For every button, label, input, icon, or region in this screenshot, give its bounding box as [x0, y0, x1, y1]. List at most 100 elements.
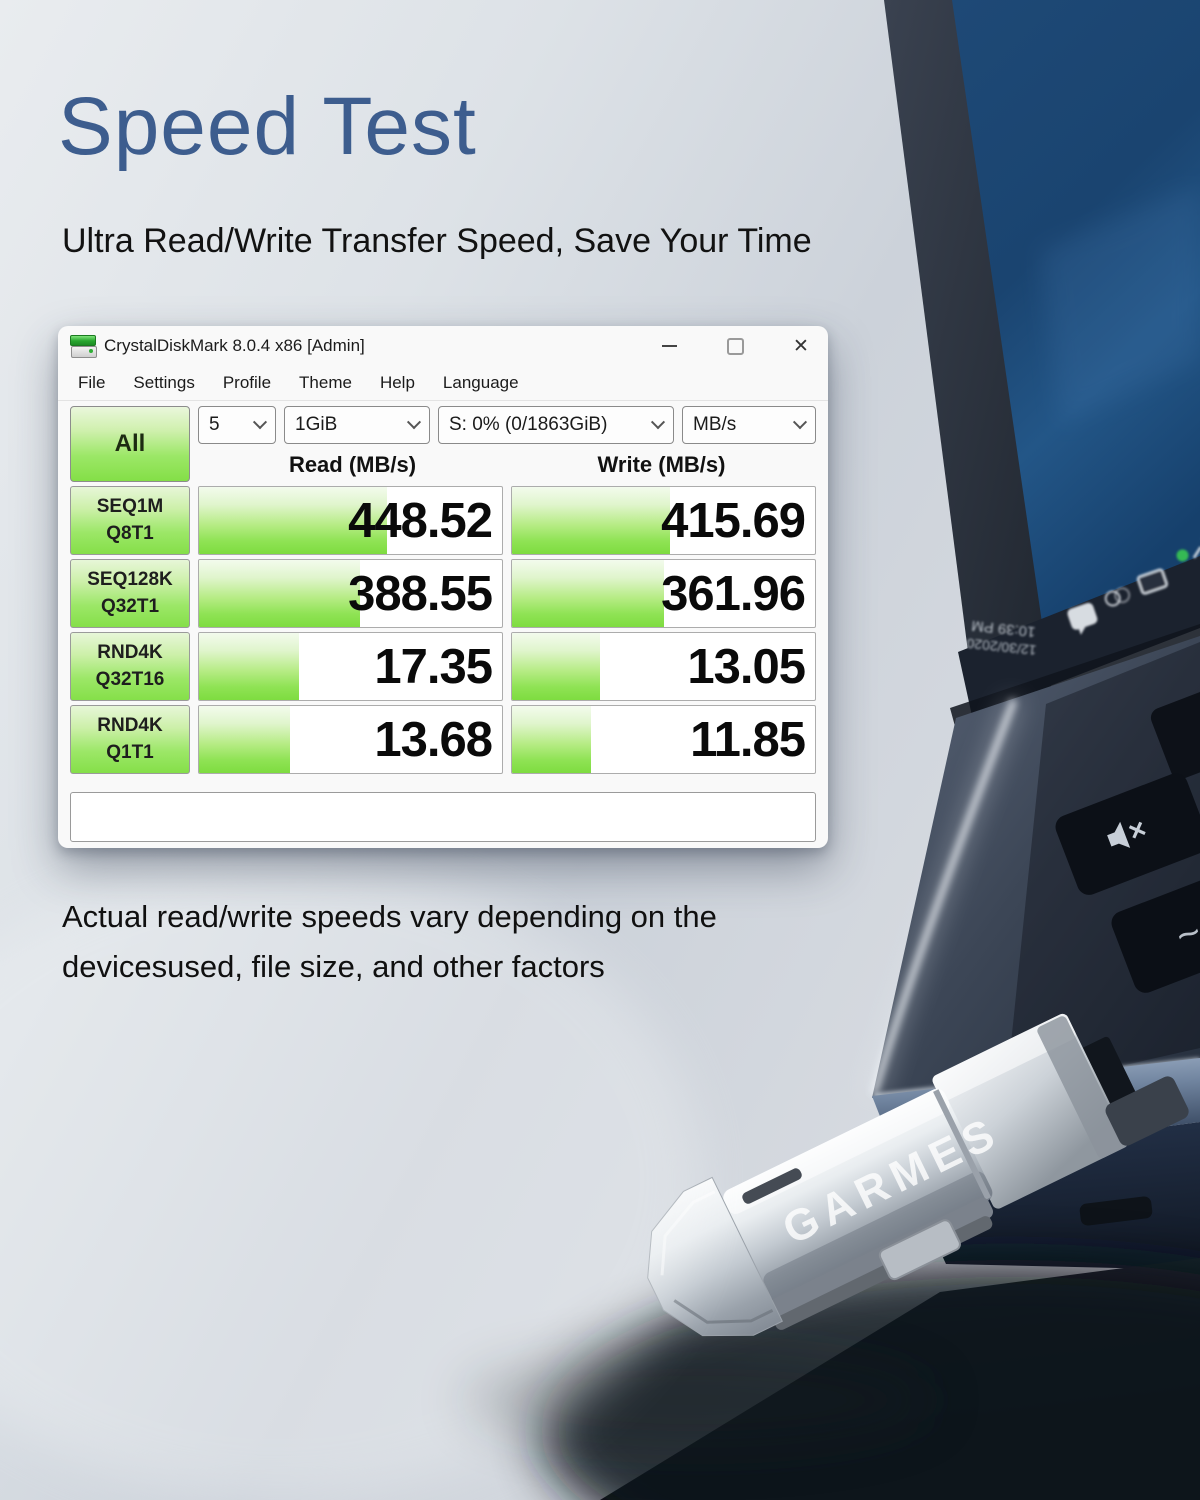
crystaldiskmark-app-icon [70, 334, 97, 358]
test-label[interactable]: SEQ128K Q32T1 [70, 559, 190, 628]
target-drive-select[interactable]: S: 0% (0/1863GiB) [438, 406, 674, 444]
bar-fill [512, 487, 670, 554]
target-drive-value: S: 0% (0/1863GiB) [449, 414, 608, 435]
menu-theme[interactable]: Theme [299, 373, 352, 392]
minimize-button[interactable] [658, 335, 680, 357]
chat-icon-tail [1078, 625, 1087, 635]
read-value: 388.55 [348, 566, 493, 621]
menu-bar: File Settings Profile Theme Help Languag… [58, 366, 828, 401]
menu-help[interactable]: Help [379, 373, 415, 392]
test-label[interactable]: SEQ1M Q8T1 [70, 486, 190, 555]
chevron-down-icon [252, 415, 268, 430]
laptop-taskbar [958, 556, 1200, 716]
test-label-line2: Q1T1 [106, 741, 154, 763]
bar-fill [199, 633, 299, 700]
taskbar-clock: 12/30/2020 10:39 PM [966, 617, 1038, 659]
test-controls: All 5 1GiB S: 0% (0/1863GiB) [70, 406, 816, 482]
result-row-rnd4k-q1t1: RND4K Q1T1 13.68 11.85 [70, 705, 816, 774]
test-label[interactable]: RND4K Q1T1 [70, 705, 190, 774]
page-subtitle: Ultra Read/Write Transfer Speed, Save Yo… [62, 222, 812, 260]
test-label-line1: RND4K [97, 714, 163, 736]
usb-type-c-tip [1105, 1076, 1189, 1146]
write-value: 361.96 [661, 566, 806, 621]
chevron-down-icon [406, 415, 422, 430]
laptop-bezel [884, 0, 1052, 714]
test-label-line2: Q32T16 [95, 668, 165, 690]
read-value: 13.68 [374, 712, 493, 767]
laptop-deck [872, 636, 1200, 1098]
test-size-select[interactable]: 1GiB [284, 406, 430, 444]
menu-settings[interactable]: Settings [133, 373, 195, 392]
background-light [0, 860, 700, 1500]
bar-fill [199, 706, 290, 773]
close-button[interactable]: ✕ [793, 335, 809, 357]
result-row-seq1m: SEQ1M Q8T1 448.52 415.69 [70, 486, 816, 555]
menu-language[interactable]: Language [442, 373, 519, 392]
window-controls: ✕ [658, 335, 812, 357]
test-label[interactable]: RND4K Q32T16 [70, 632, 190, 701]
read-result-bar: 388.55 [198, 559, 503, 628]
read-value: 448.52 [348, 493, 493, 548]
test-count-select[interactable]: 5 [198, 406, 276, 444]
chevron-down-icon [650, 415, 666, 430]
write-result-bar: 13.05 [511, 632, 816, 701]
write-value: 13.05 [687, 639, 806, 694]
bar-fill [512, 560, 664, 627]
usb-drive: GARMES [647, 1013, 1189, 1337]
write-result-bar: 11.85 [511, 705, 816, 774]
unit-value: MB/s [693, 414, 737, 435]
volume-icon [1104, 590, 1121, 607]
result-row-seq128k: SEQ128K Q32T1 388.55 361.96 [70, 559, 816, 628]
volume-icon-2 [1114, 587, 1131, 604]
taskbar-icons [1067, 546, 1200, 635]
dropdown-row: 5 1GiB S: 0% (0/1863GiB) MB/s [198, 406, 816, 444]
run-all-button[interactable]: All [70, 406, 190, 482]
test-count-value: 5 [209, 414, 220, 435]
read-result-bar: 13.68 [198, 705, 503, 774]
usb-slider-slot [742, 1168, 802, 1204]
usb-latch [878, 1219, 961, 1281]
tilde-key [1111, 871, 1200, 993]
menu-profile[interactable]: Profile [222, 373, 272, 392]
read-column-header: Read (MB/s) [288, 452, 417, 477]
deck-rim-light-core [871, 698, 1017, 1095]
page-title: Speed Test [58, 81, 477, 172]
result-row-rnd4k-q32t16: RND4K Q32T16 17.35 13.05 [70, 632, 816, 701]
write-value: 11.85 [690, 712, 806, 767]
taskbar-date: 12/30/2020 [966, 635, 1038, 658]
status-message-bar [70, 792, 816, 842]
usb-body-bottom-shade [763, 1171, 993, 1303]
maximize-button[interactable] [724, 335, 746, 357]
window-title: CrystalDiskMark 8.0.4 x86 [Admin] [104, 336, 365, 355]
write-result-bar: 361.96 [511, 559, 816, 628]
disclaimer-line2: devicesused, file size, and other factor… [62, 949, 605, 985]
read-result-bar: 17.35 [198, 632, 503, 701]
mute-icon [1107, 821, 1146, 848]
crystaldiskmark-window: CrystalDiskMark 8.0.4 x86 [Admin] ✕ File… [58, 326, 828, 848]
bar-fill [199, 487, 387, 554]
read-value: 17.35 [374, 639, 493, 694]
display-icon [1136, 568, 1169, 595]
window-titlebar[interactable]: CrystalDiskMark 8.0.4 x86 [Admin] ✕ [58, 326, 828, 366]
menu-file[interactable]: File [78, 373, 106, 392]
side-port [1079, 1196, 1153, 1226]
column-headers: Read (MB/s) Write (MB/s) [198, 448, 816, 482]
usb-body [723, 1089, 993, 1302]
read-result-bar: 448.52 [198, 486, 503, 555]
usb-port-slot [1071, 1036, 1137, 1114]
usb-connector-side-facet [1037, 1016, 1127, 1159]
usb-body-seam [933, 1089, 992, 1200]
test-label-line1: SEQ128K [87, 568, 173, 590]
bar-fill [512, 706, 591, 773]
test-size-value: 1GiB [295, 414, 338, 435]
maximize-icon [726, 337, 744, 355]
key-partial [1150, 668, 1200, 780]
keyboard-keys: ~ [1055, 668, 1200, 993]
cdm-body: All 5 1GiB S: 0% (0/1863GiB) [58, 401, 828, 842]
taskbar-time: 10:39 PM [971, 617, 1037, 641]
unit-select[interactable]: MB/s [682, 406, 816, 444]
test-label-line2: Q32T1 [100, 595, 160, 617]
